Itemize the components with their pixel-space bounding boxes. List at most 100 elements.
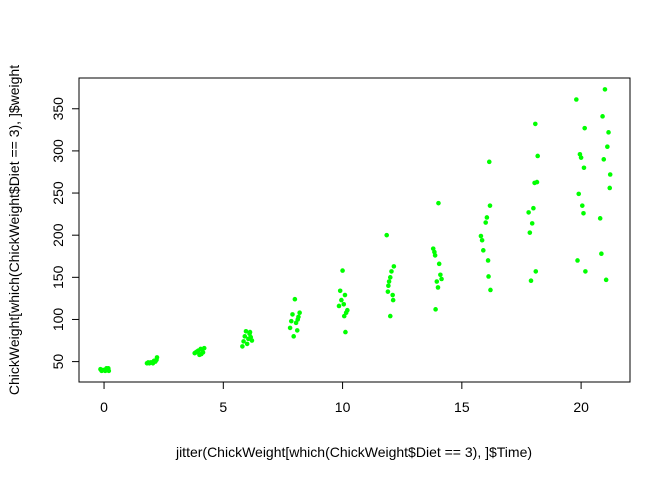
data-point xyxy=(340,268,345,273)
data-point xyxy=(386,283,391,289)
data-point xyxy=(529,221,535,226)
data-point xyxy=(528,278,534,283)
data-point xyxy=(581,210,586,216)
data-point xyxy=(384,232,390,238)
data-point xyxy=(198,346,203,352)
data-point xyxy=(435,285,441,290)
data-point xyxy=(533,121,538,127)
data-point xyxy=(390,297,396,303)
data-point xyxy=(240,344,245,349)
data-point xyxy=(341,313,347,319)
data-point xyxy=(290,312,295,317)
data-point xyxy=(527,230,533,235)
data-point xyxy=(488,287,493,293)
data-point xyxy=(597,216,603,221)
y-tick-label: 150 xyxy=(50,265,66,289)
data-point xyxy=(201,345,207,351)
data-point xyxy=(534,179,540,185)
data-point xyxy=(243,328,249,334)
data-point xyxy=(535,153,540,159)
data-point xyxy=(575,258,580,263)
y-axis-label: ChickWeight[which(ChickWeight$Diet == 3)… xyxy=(6,65,22,395)
x-tick-label: 10 xyxy=(335,399,351,415)
data-point xyxy=(241,339,246,344)
data-point xyxy=(579,203,585,208)
data-point xyxy=(249,338,255,343)
x-tick-label: 0 xyxy=(100,399,108,415)
data-point xyxy=(106,366,111,371)
data-point xyxy=(145,360,151,365)
data-points xyxy=(98,87,613,374)
data-point xyxy=(487,203,493,208)
x-axis-label: jitter(ChickWeight[which(ChickWeight$Die… xyxy=(175,444,532,460)
data-point xyxy=(247,329,253,335)
x-tick-label: 20 xyxy=(573,399,589,415)
data-point xyxy=(154,355,160,360)
data-point xyxy=(603,277,609,283)
data-point xyxy=(244,341,250,347)
data-point xyxy=(581,165,587,171)
data-point xyxy=(386,279,392,284)
data-point xyxy=(291,334,296,339)
data-point xyxy=(337,288,343,294)
data-point xyxy=(582,125,587,131)
y-tick-label: 100 xyxy=(50,308,66,332)
data-point xyxy=(295,317,301,322)
data-point xyxy=(336,303,342,309)
data-point xyxy=(98,367,104,373)
data-point xyxy=(341,301,347,307)
data-point xyxy=(526,210,531,215)
data-point xyxy=(297,310,302,316)
data-point xyxy=(485,258,491,263)
data-point xyxy=(345,307,350,313)
data-point xyxy=(389,269,394,274)
data-point xyxy=(599,251,604,257)
data-point xyxy=(602,87,608,92)
data-point xyxy=(288,318,294,324)
y-tick-label: 300 xyxy=(50,139,66,163)
plot-frame xyxy=(78,77,631,383)
data-point xyxy=(607,172,613,177)
data-point xyxy=(533,269,539,274)
data-point xyxy=(287,325,293,331)
data-point xyxy=(438,272,443,278)
y-tick-label: 350 xyxy=(50,97,66,121)
data-point xyxy=(193,350,199,355)
y-axis: 50 100 150 200 250 300 350 xyxy=(50,97,80,370)
data-point xyxy=(601,157,607,162)
data-point xyxy=(387,275,393,280)
data-point xyxy=(484,215,490,220)
data-point xyxy=(481,248,486,253)
data-point xyxy=(600,114,605,119)
y-tick-label: 200 xyxy=(50,223,66,247)
data-point xyxy=(294,328,300,333)
y-tick-label: 250 xyxy=(50,181,66,205)
data-point xyxy=(339,297,344,303)
data-point xyxy=(578,155,584,160)
data-point xyxy=(583,269,588,274)
data-point xyxy=(432,253,438,258)
data-point xyxy=(343,329,348,335)
data-point xyxy=(391,264,397,269)
data-point xyxy=(434,279,440,284)
data-point xyxy=(433,307,438,312)
data-point xyxy=(483,220,488,225)
data-point xyxy=(576,191,582,197)
data-point xyxy=(387,313,393,319)
data-point xyxy=(607,185,613,191)
data-point xyxy=(199,351,204,357)
data-point xyxy=(385,289,391,294)
x-tick-label: 5 xyxy=(219,399,227,415)
data-point xyxy=(242,334,248,339)
y-tick-label: 50 xyxy=(50,354,66,370)
data-point xyxy=(605,144,610,149)
data-point xyxy=(390,292,395,298)
data-point xyxy=(479,237,485,243)
data-point xyxy=(292,296,298,302)
data-point xyxy=(436,200,441,206)
data-point xyxy=(439,276,444,282)
x-tick-label: 15 xyxy=(454,399,470,415)
data-point xyxy=(149,360,155,365)
data-point xyxy=(574,97,579,102)
